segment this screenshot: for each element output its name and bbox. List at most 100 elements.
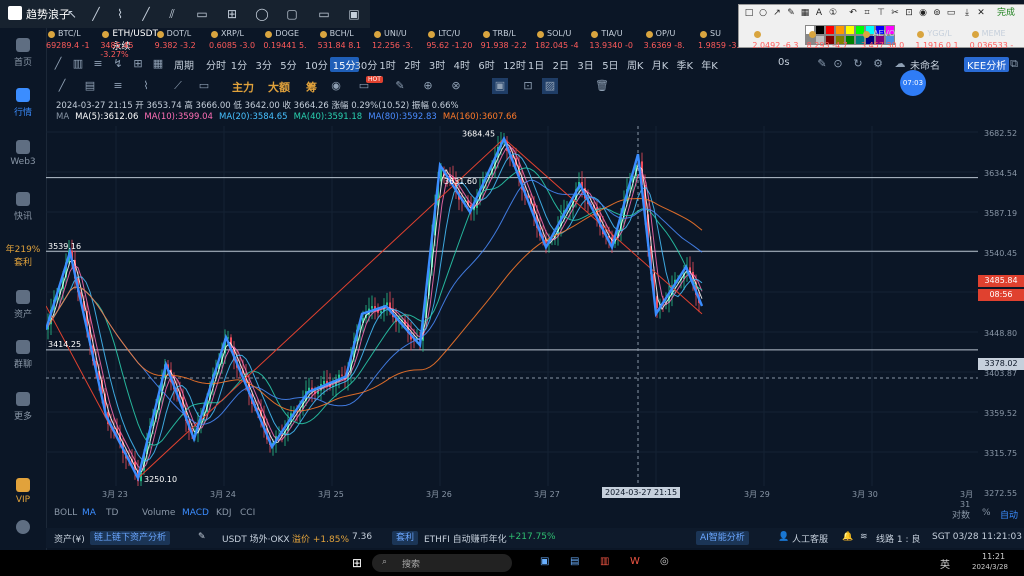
timeframe-季K[interactable]: 季K [676,61,694,72]
indicator-tab-ma[interactable]: MA [82,508,96,518]
app-icon[interactable]: ▥ [600,556,610,567]
timeframe-3时[interactable]: 3时 [428,61,446,72]
ellipse-tool-icon[interactable]: ◯ [255,7,269,21]
pen-icon[interactable]: ✎ [787,8,795,18]
ticker-item[interactable]: DOGE 0.19441 5. [263,28,317,54]
line-draw-icon[interactable]: ╱ [54,57,62,70]
kee-analysis-button[interactable]: KEE分析 [964,57,1010,72]
log-scale-toggle[interactable]: 对数 [952,511,971,521]
download-icon[interactable]: ⤓ [965,8,969,18]
color-swatch[interactable] [845,35,855,45]
edit-icon[interactable]: ✎ [817,57,827,70]
color-swatch[interactable] [815,35,825,45]
arbitrage-tag[interactable]: 套利 [392,531,419,545]
timeframe-3日[interactable]: 3日 [577,61,594,72]
square-icon[interactable]: □ [744,8,754,18]
ticker-item[interactable]: MEME 0.036533 - [970,28,1024,54]
color-swatch[interactable] [885,25,895,35]
color-swatch[interactable] [825,25,835,35]
ruler-icon[interactable]: ▭ [358,79,370,92]
color-swatch[interactable] [875,35,885,45]
arbitrage-text[interactable]: ETHFI 自动赚币年化 [424,535,507,545]
color-swatch[interactable] [835,35,845,45]
indicator-tab-td[interactable]: TD [106,508,119,518]
large-order-indicator[interactable]: 大额 [268,81,290,94]
eye-icon[interactable]: ◉ [331,79,341,92]
timeframe-月K[interactable]: 月K [651,61,669,72]
ocr-icon[interactable]: ⊡ [905,8,913,18]
template-icon[interactable]: ▨ [542,78,558,94]
color-swatch[interactable] [845,25,855,35]
timeframe-3分[interactable]: 3分 [255,61,272,72]
chip-indicator[interactable]: 筹 [306,81,317,94]
asset-analysis-button[interactable]: 链上链下资产分析 [90,531,171,545]
color-swatch[interactable] [865,35,875,45]
arrow-icon[interactable]: ↗ [773,8,781,18]
crosshair-mode-icon[interactable]: ▣ [492,78,508,94]
trend-zigzag[interactable] [46,137,703,479]
notify-icon[interactable]: 🔔 [842,532,854,542]
auto-scale-toggle[interactable]: 自动 [1000,511,1019,521]
sidebar-item-web3[interactable]: Web3 [0,140,46,167]
rectangle-tool-icon[interactable]: ▭ [196,7,208,21]
sidebar-item-vip[interactable]: VIP [0,478,46,505]
candlestick-chart[interactable]: 3684.45 3631.60 3539.16 3414.25 3250.10 [46,126,978,486]
color-swatch[interactable] [825,35,835,45]
layout-name[interactable]: 未命名 [910,61,940,72]
sidebar-item-arbitrage[interactable]: 年219% 套利 [5,245,41,268]
ticker-item[interactable]: TIA/U 13.9340 -0 [589,28,643,54]
indicator-tab-volume[interactable]: Volume [142,508,176,518]
ticker-item[interactable]: SU 1.9859 -3. [698,28,752,54]
clock-badge[interactable]: 07:03 [900,70,926,96]
undo-icon[interactable]: ↶ [849,8,857,18]
sidebar-item-more[interactable]: 更多 [0,392,46,422]
brush-icon[interactable]: ⟋ [174,79,182,92]
polyline-tool-icon[interactable]: ⌇ [117,7,123,21]
settings-icon[interactable]: ⚙ [873,57,883,70]
timeframe-1时[interactable]: 1时 [379,61,396,72]
timeframe-分时[interactable]: 分时 [206,61,226,72]
scissors-icon[interactable]: ✂ [891,8,899,18]
trend-line-icon[interactable]: ╱ [58,79,66,92]
sidebar-item-assets[interactable]: 资产 [0,290,46,320]
timeframe-2日[interactable]: 2日 [552,61,570,72]
timeframe-6时[interactable]: 6时 [478,61,495,72]
app-icon[interactable]: ▣ [540,556,550,567]
timeframe-5分[interactable]: 5分 [280,61,297,72]
cursor-tool-icon[interactable]: ↖ [66,7,78,21]
app-icon[interactable]: W [630,556,640,567]
save-icon[interactable]: ▭ [946,8,956,18]
pencil-icon[interactable]: ✎ [395,79,405,92]
close-popup-icon[interactable]: ✕ [977,8,985,18]
color-swatch[interactable] [855,35,865,45]
mosaic-icon[interactable]: ▦ [800,8,810,18]
pin-icon[interactable]: ⊤ [877,8,885,18]
ticker-item[interactable]: AEVO 3.457 30.0 [861,28,915,54]
price-axis[interactable]: 3682.523634.543587.193540.453494.333448.… [978,126,1024,498]
indicator-tab-boll[interactable]: BOLL [54,508,78,518]
ticker-item[interactable]: SOL/U 182.045 -4 [535,28,589,54]
ticker-item[interactable]: YGG/L 1.1916 0.1 [915,28,969,54]
sidebar-item-news[interactable]: 快讯 [0,192,46,222]
candle-type-icon[interactable]: ▥ [72,57,84,70]
customer-service-button[interactable]: 人工客服 [792,535,829,545]
ai-analysis-button[interactable]: AI智能分析 [696,531,749,545]
period-label[interactable]: 周期 [174,61,194,72]
sidebar-item-market[interactable]: 行情 [0,88,46,118]
shape-icon[interactable]: ▭ [198,79,210,92]
crop-icon[interactable]: ⌗ [864,8,870,18]
timeframe-12时[interactable]: 12时 [503,61,526,72]
ime-indicator[interactable]: 英 [940,560,950,571]
windows-icon[interactable]: ⊞ [352,556,363,570]
color-swatch[interactable] [815,25,825,35]
record-icon[interactable]: ◉ [919,8,927,18]
text-tool-icon[interactable]: ▢ [286,7,298,21]
timeframe-15分[interactable]: 15分 [329,57,359,72]
fib-icon[interactable]: ▤ [84,79,96,92]
ticker-item[interactable]: XRP/L 0.6085 -3.0 [209,28,263,54]
text-icon[interactable]: A [815,8,823,18]
lock-icon[interactable]: ⊗ [451,79,461,92]
compare-icon[interactable]: ↯ [113,57,123,70]
confirm-button[interactable]: 完成 [996,8,1015,18]
indicator-list-icon[interactable]: ≡ [93,57,103,70]
